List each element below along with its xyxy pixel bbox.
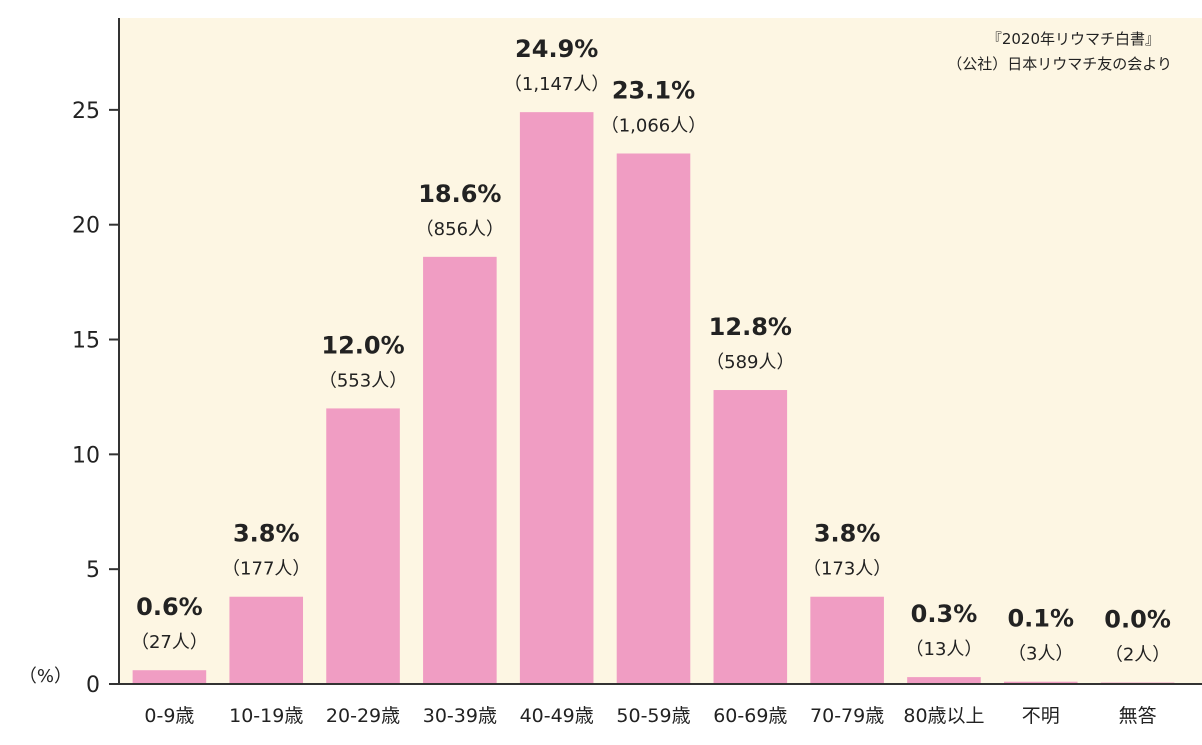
bar-count-label: （13人） <box>906 639 983 660</box>
source-line-2: （公社）日本リウマチ友の会より <box>947 55 1172 73</box>
bar <box>229 596 304 684</box>
bar-count-label: （1,066人） <box>601 115 707 136</box>
bar-percent-label: 3.8% <box>814 520 881 548</box>
bar-count-label: （553人） <box>319 370 407 391</box>
bar-count-label: （177人） <box>222 559 310 580</box>
x-category-label: 40-49歳 <box>520 705 594 727</box>
bar-percent-label: 12.8% <box>709 313 792 341</box>
y-tick-label: 20 <box>72 214 100 239</box>
bar-percent-label: 0.0% <box>1104 606 1171 634</box>
bar <box>519 112 594 684</box>
bar-labels-group: 0.6% （27人） 3.8% （177人） 12.0% （553人） 18.6% （856人… <box>131 35 1171 665</box>
bar <box>810 596 884 684</box>
x-category-label: 70-79歳 <box>810 705 884 727</box>
source-line-1: 『2020年リウマチ白書』 <box>987 30 1160 48</box>
y-tick-label: 0 <box>86 673 100 698</box>
bar-percent-label: 0.6% <box>136 593 203 621</box>
bar <box>1003 681 1078 684</box>
x-category-label: 0-9歳 <box>144 705 194 727</box>
bar <box>907 677 981 684</box>
x-category-label: 80歳以上 <box>903 705 984 727</box>
bar-count-label: （27人） <box>131 632 208 653</box>
y-tick-label: 15 <box>72 329 100 354</box>
bar-count-label: （2人） <box>1105 645 1170 666</box>
bar-percent-label: 0.3% <box>911 600 978 628</box>
x-category-label: 60-69歳 <box>713 705 787 727</box>
x-category-label: 30-39歳 <box>423 705 497 727</box>
y-tick-label: 5 <box>86 558 100 583</box>
x-category-label: 無答 <box>1119 705 1157 727</box>
y-axis-unit-label: （%） <box>19 666 72 687</box>
bar-percent-label: 23.1% <box>612 76 695 104</box>
bar-count-label: （3人） <box>1008 644 1073 665</box>
x-category-label: 20-29歳 <box>326 705 400 727</box>
x-category-label: 不明 <box>1022 705 1060 727</box>
bar-percent-label: 3.8% <box>233 520 300 548</box>
bar <box>326 408 400 684</box>
bar-percent-label: 0.1% <box>1007 605 1074 633</box>
bar <box>713 390 788 684</box>
y-tick-label: 10 <box>72 443 100 468</box>
x-category-label: 50-59歳 <box>616 705 690 727</box>
y-axis-ticks: 0 5 10 15 20 25 <box>72 99 119 698</box>
bar-count-label: （856人） <box>416 219 504 240</box>
bar-count-label: （589人） <box>706 352 794 373</box>
x-category-label: 10-19歳 <box>229 705 303 727</box>
bar <box>616 153 691 684</box>
x-axis-labels: 0-9歳 10-19歳 20-29歳 30-39歳 40-49歳 50-59歳 60-69歳… <box>144 705 1156 727</box>
bar <box>423 256 497 684</box>
bars-group <box>132 112 1175 684</box>
bar-percent-label: 24.9% <box>515 35 598 63</box>
y-tick-label: 25 <box>72 99 100 124</box>
bar-count-label: （1,147人） <box>504 74 610 95</box>
bar-percent-label: 12.0% <box>321 331 404 359</box>
bar-percent-label: 18.6% <box>418 180 501 208</box>
bar-count-label: （173人） <box>803 559 891 580</box>
bar <box>132 670 207 684</box>
